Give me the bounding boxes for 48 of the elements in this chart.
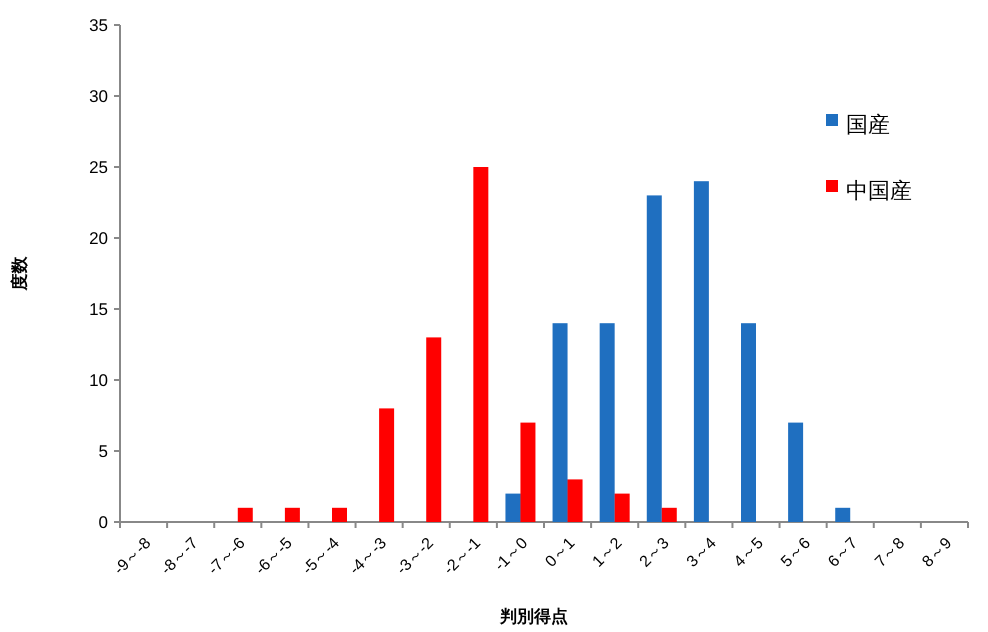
x-tick-label: -8～-7 — [158, 534, 202, 578]
y-tick-label: 20 — [89, 229, 108, 248]
bar — [520, 422, 536, 522]
legend-label: 国産 — [846, 112, 890, 137]
x-tick-label: 4～5 — [730, 534, 767, 571]
bar — [694, 181, 709, 522]
bar — [662, 508, 677, 522]
bar — [379, 408, 394, 522]
x-axis-title: 判別得点 — [499, 607, 568, 626]
y-tick-label: 25 — [89, 158, 108, 177]
x-tick-label: -9～-8 — [110, 534, 154, 578]
bar — [505, 494, 520, 522]
x-tick-label: -5～-4 — [299, 534, 343, 578]
bar — [552, 323, 568, 522]
x-tick-label: -6～-5 — [252, 534, 296, 578]
x-tick-label: -7～-6 — [205, 534, 249, 578]
bar — [426, 337, 442, 522]
x-tick-label: 3～4 — [684, 534, 720, 571]
legend-label: 中国産 — [846, 178, 912, 203]
x-tick-label: 5～6 — [778, 534, 814, 571]
y-tick-label: 0 — [98, 513, 108, 532]
bar — [835, 508, 850, 522]
bar — [284, 508, 300, 522]
x-tick-label: -1～0 — [492, 534, 532, 574]
x-tick-label: -4～-3 — [346, 534, 390, 578]
x-tick-label: 0～1 — [542, 534, 578, 571]
y-tick-label: 10 — [89, 371, 108, 390]
x-tick-label: -3～-2 — [394, 534, 438, 578]
y-axis-title: 度数 — [10, 256, 29, 292]
y-tick-label: 30 — [89, 87, 108, 106]
y-tick-label: 5 — [98, 442, 108, 461]
y-tick-label: 35 — [89, 16, 108, 35]
bar — [741, 323, 756, 522]
y-tick-label: 15 — [89, 300, 108, 319]
x-tick-label: -2～-1 — [440, 534, 484, 578]
bar — [568, 479, 583, 522]
bar — [600, 323, 615, 522]
x-tick-label: 2～3 — [636, 534, 673, 571]
bar — [788, 422, 804, 522]
x-tick-label: 1～2 — [590, 534, 626, 571]
x-tick-label: 7～8 — [872, 534, 908, 571]
x-tick-label: 6～7 — [825, 534, 862, 571]
bar — [646, 195, 662, 522]
x-tick-label: 8～9 — [919, 534, 956, 571]
bar — [614, 494, 630, 522]
bar — [238, 508, 253, 522]
bar — [332, 508, 347, 522]
bar — [473, 167, 488, 522]
